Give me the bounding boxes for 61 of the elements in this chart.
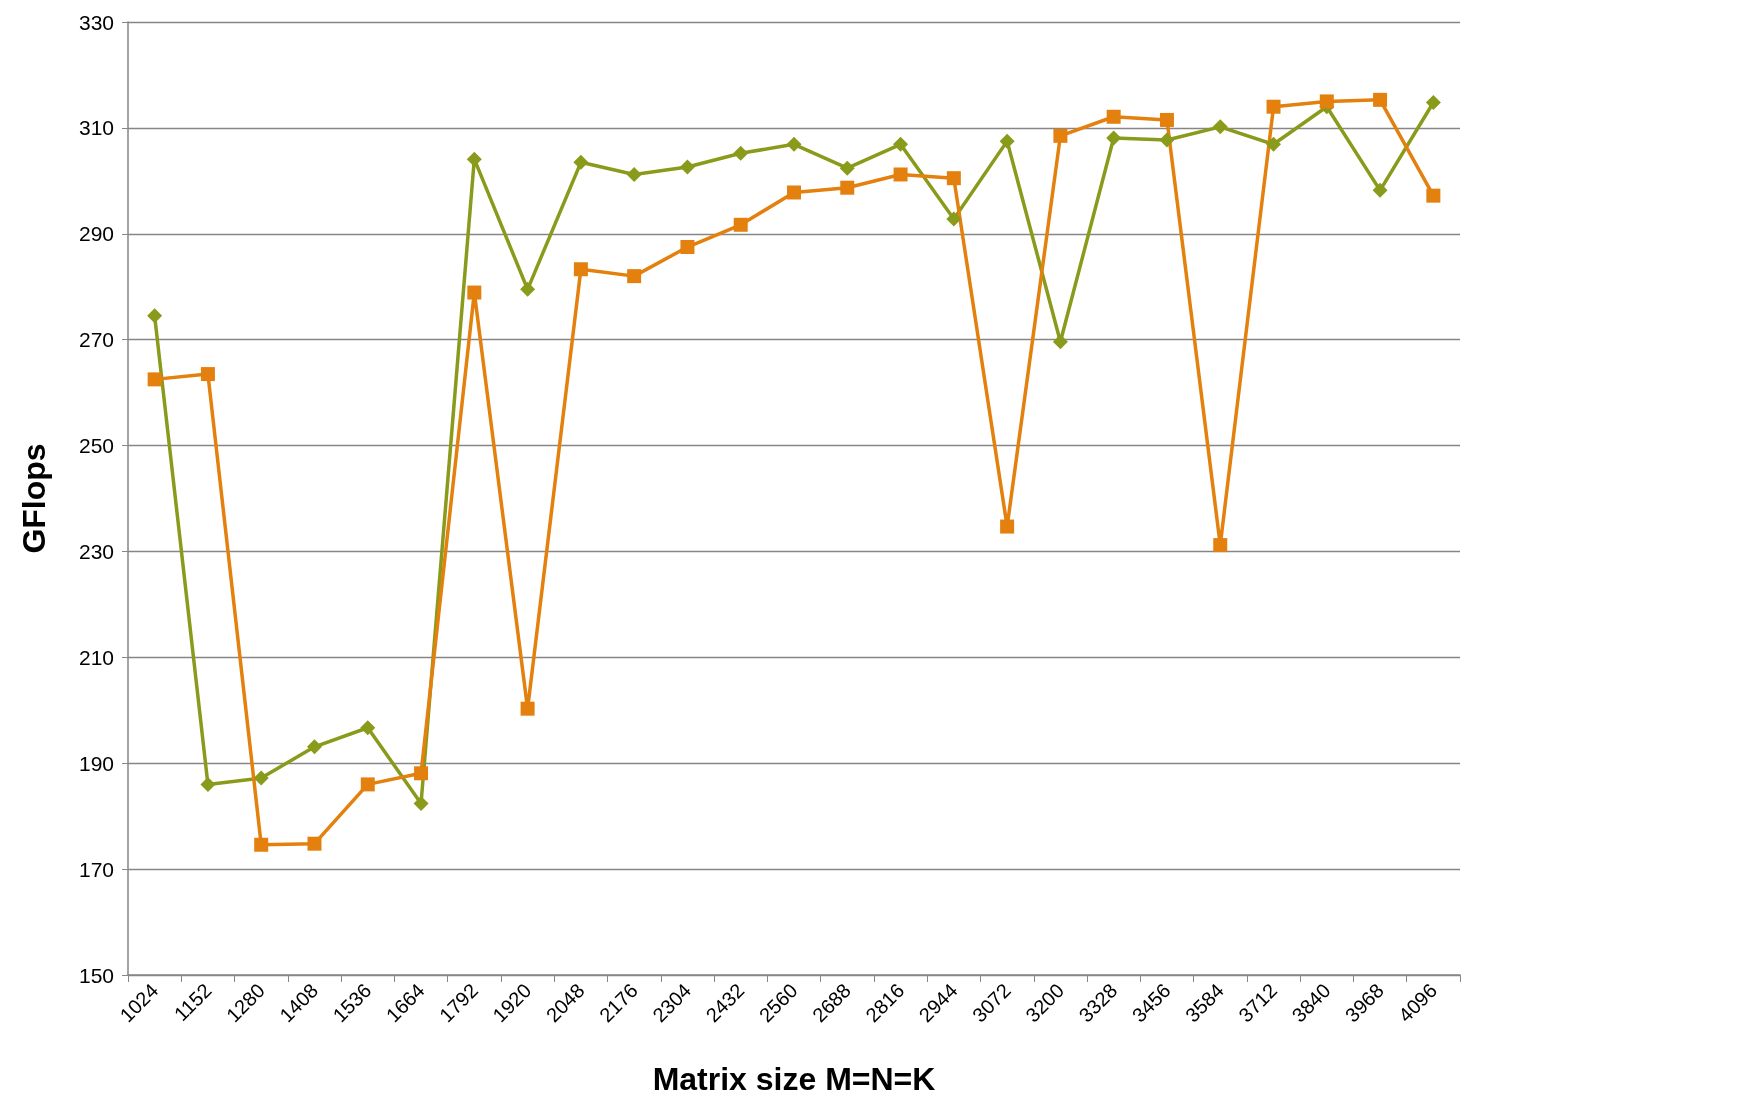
point (1373, 92, 1388, 107)
y-tick-label: 290 (78, 222, 114, 246)
y-tick-label: 270 (78, 328, 114, 352)
y-tick-label: 210 (78, 645, 114, 669)
x-axis-title: Matrix size M=N=K (652, 1061, 936, 1097)
y-tick-label: 190 (78, 751, 114, 775)
point (573, 154, 589, 170)
point (414, 766, 429, 781)
point (360, 777, 375, 792)
point (1159, 132, 1175, 148)
y-tick-label: 310 (78, 116, 114, 140)
point (680, 240, 695, 255)
point (413, 795, 429, 811)
point (1106, 130, 1122, 146)
y-tick-label: 250 (78, 434, 114, 458)
point (893, 167, 908, 182)
point (733, 145, 749, 161)
point (307, 836, 322, 851)
point (1213, 538, 1228, 553)
point (787, 185, 801, 200)
point (946, 211, 962, 227)
y-tick-label: 170 (78, 857, 114, 881)
point (520, 281, 536, 297)
point (893, 136, 909, 152)
point (467, 285, 482, 300)
point (1425, 94, 1441, 110)
point (626, 166, 642, 182)
point (840, 180, 855, 195)
point (200, 776, 216, 792)
point (999, 133, 1015, 149)
point (520, 701, 535, 716)
point (1106, 109, 1121, 124)
y-tick-label: 230 (78, 539, 114, 563)
point (360, 720, 376, 736)
point (946, 171, 961, 186)
point (1159, 112, 1174, 127)
point (679, 159, 695, 175)
point (1212, 119, 1228, 135)
point (786, 136, 802, 152)
point (1319, 94, 1334, 109)
point (466, 151, 482, 167)
point (1052, 334, 1068, 350)
point (573, 262, 588, 277)
point (147, 308, 163, 324)
point (839, 160, 855, 176)
point (1000, 519, 1015, 534)
y-tick-label: 330 (78, 10, 114, 34)
point (253, 770, 269, 786)
point (1426, 188, 1441, 203)
point (1372, 182, 1388, 198)
y-tick-label: 150 (78, 963, 114, 987)
point (306, 739, 322, 755)
point (733, 217, 748, 232)
point (1266, 99, 1281, 114)
point (200, 367, 215, 382)
point (254, 837, 269, 852)
point (147, 372, 162, 387)
point (627, 269, 642, 284)
point (1266, 136, 1282, 152)
y-axis-title: GFlops (16, 443, 52, 554)
point (1053, 128, 1068, 143)
